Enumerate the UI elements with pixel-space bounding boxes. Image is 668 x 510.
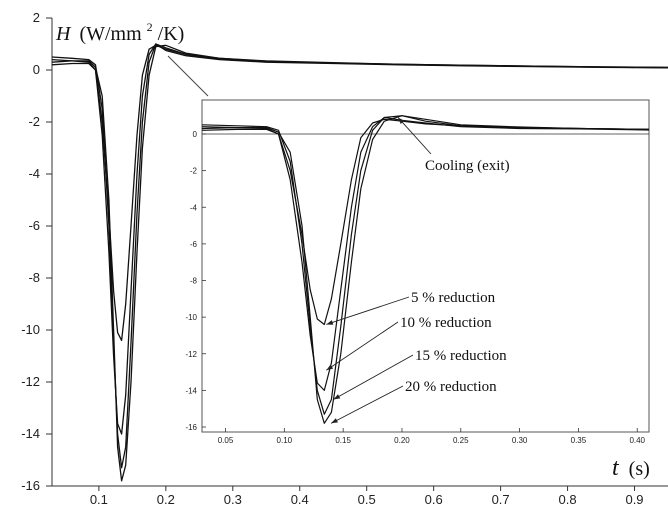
main-plot: 20-2-4-6-8-10-12-14-16 0.1 0.2 0.3 0.4 0.5 0.… (21, 10, 668, 507)
annotation-arrowhead (331, 418, 338, 424)
inset-x-tick-label: 0.10 (277, 436, 293, 445)
main-y-tick-label: -6 (28, 218, 40, 233)
main-x-tick-label: 0.3 (224, 492, 242, 507)
main-x-axis-label-var: t (612, 455, 620, 481)
main-x-tick-label: 0.6 (425, 492, 443, 507)
main-x-tick-label: 0.2 (157, 492, 175, 507)
inset-x-tick-label: 0.20 (394, 436, 410, 445)
main-y-axis-label-tail: /K) (158, 23, 185, 45)
inset-series-line-2 (201, 116, 650, 391)
main-x-tick-label: 0.1 (90, 492, 108, 507)
main-y-tick-label: -12 (21, 374, 40, 389)
main-y-axis-label-unit: (W/mm (79, 23, 142, 45)
inset-y-tick-label: -10 (185, 313, 197, 322)
inset-x-ticks: 0.05 0.10 0.15 0.20 0.25 0.30 0.35 0.40 (218, 428, 646, 445)
reduction-15-annotation: 15 % reduction (333, 348, 507, 400)
main-x-axis-label: t (s) (612, 455, 650, 481)
main-y-tick-label: 2 (33, 10, 40, 25)
main-y-axis-label-var: H (55, 23, 72, 45)
inset-y-tick-label: -12 (185, 350, 197, 359)
annotation-leader-line (333, 354, 414, 400)
inset-y-tick-label: 0 (193, 130, 198, 139)
inset-x-tick-label: 0.40 (629, 436, 645, 445)
inset-y-tick-label: -2 (190, 167, 198, 176)
main-y-axis-label: H (W/mm 2 /K) (55, 14, 184, 45)
annotation-label: 5 % reduction (411, 290, 496, 306)
annotation-leader-line (330, 385, 404, 424)
annotation-label: Cooling (exit) (425, 158, 510, 174)
main-x-tick-label: 0.9 (625, 492, 643, 507)
annotation-label: 20 % reduction (405, 379, 497, 395)
main-y-tick-label: -2 (28, 114, 40, 129)
inset-series-group (201, 115, 650, 424)
inset-annotations: Cooling (exit) 5 % reduction 10 % reductio… (326, 117, 510, 424)
inset-y-ticks: 0 -2 -4 -6 -8 -10 -12 -14 -16 (185, 130, 206, 432)
inset-x-tick-label: 0.35 (571, 436, 587, 445)
main-y-axis-label-sup: 2 (147, 20, 153, 34)
main-y-tick-label: 0 (33, 62, 40, 77)
main-y-tick-label: -10 (21, 322, 40, 337)
inset-y-tick-label: -16 (185, 423, 197, 432)
main-x-tick-label: 0.5 (358, 492, 376, 507)
annotation-arrowhead (333, 394, 341, 400)
annotation-arrowhead (326, 364, 334, 371)
reduction-20-annotation: 20 % reduction (330, 379, 497, 424)
inset-x-tick-label: 0.25 (453, 436, 469, 445)
main-x-tick-label: 0.7 (492, 492, 510, 507)
annotation-arrowhead (398, 117, 405, 124)
inset-x-tick-label: 0.30 (512, 436, 528, 445)
inset-plot: 0-2-4-6-8-10-12-14-16 0.05 0.10 0.15 0.20 0.… (185, 99, 650, 445)
main-y-ticks: 2 0 -2 -4 -6 -8 -10 -12 -14 -16 (21, 10, 52, 493)
main-x-axis-label-unit: (s) (629, 458, 650, 480)
main-y-tick-label: -14 (21, 426, 40, 441)
inset-connector-line (167, 55, 209, 97)
inset-x-tick-label: 0.15 (335, 436, 351, 445)
annotation-leader-line (326, 296, 410, 325)
inset-x-tick-label: 0.05 (218, 436, 234, 445)
cooling-exit-annotation: Cooling (exit) (397, 117, 510, 174)
main-y-tick-label: -8 (28, 270, 40, 285)
inset-frame (201, 99, 650, 433)
reduction-5-annotation: 5 % reduction (326, 290, 496, 325)
inset-y-tick-label: -8 (190, 277, 198, 286)
annotation-leader-line (397, 117, 432, 155)
inset-series-line-3 (201, 115, 650, 415)
main-x-ticks: 0.1 0.2 0.3 0.4 0.5 0.6 0.7 0.8 0.9 (90, 486, 644, 507)
inset-y-tick-label: -4 (190, 203, 198, 212)
reduction-10-annotation: 10 % reduction (326, 315, 492, 371)
main-x-tick-label: 0.4 (291, 492, 309, 507)
main-y-tick-label: -4 (28, 166, 40, 181)
main-series-line-4 (51, 44, 668, 482)
annotation-label: 15 % reduction (415, 348, 507, 364)
inset-y-tick-label: -6 (190, 240, 198, 249)
inset-y-tick-label: -14 (185, 386, 197, 395)
annotation-leader-line (326, 321, 399, 371)
main-y-tick-label: -16 (21, 478, 40, 493)
annotation-label: 10 % reduction (400, 315, 492, 331)
inset-series-line-4 (201, 115, 650, 424)
main-x-tick-label: 0.8 (559, 492, 577, 507)
annotation-arrowhead (326, 320, 334, 325)
main-series-group (51, 43, 668, 482)
